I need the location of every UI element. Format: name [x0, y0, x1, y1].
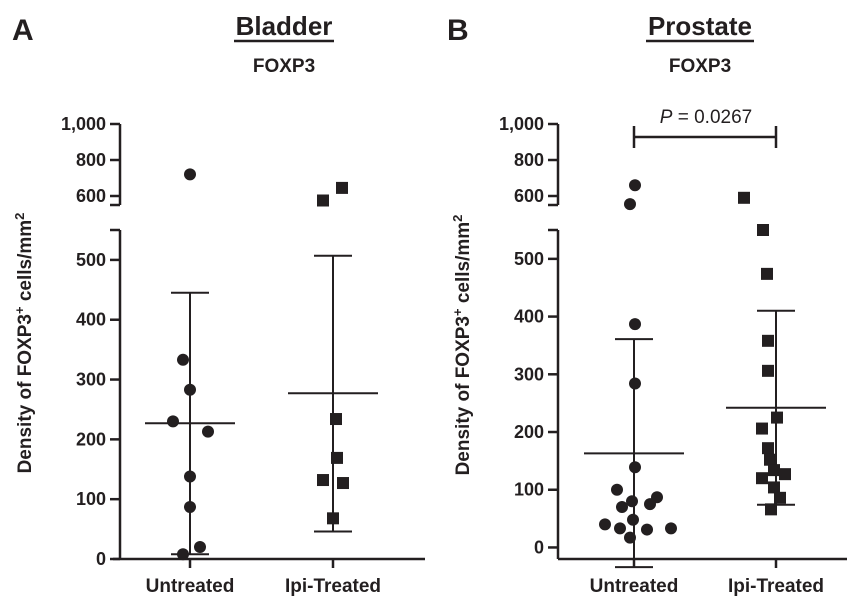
panel-b-data-point	[768, 464, 780, 477]
panel-b-data-point	[627, 513, 639, 526]
panel-b-data-point	[774, 491, 786, 504]
panel-a-x-tick-label: Untreated	[146, 576, 235, 597]
panel-a-data-point	[317, 194, 329, 207]
panel-b-data-point	[756, 472, 768, 485]
panel-b-y-tick-label: 300	[514, 364, 544, 384]
panel-a-y-tick-label: 800	[76, 150, 106, 170]
panel-a-y-axis-label: Density of FOXP3+ cells/mm2	[12, 213, 36, 474]
panel-b-data-point	[599, 518, 611, 531]
panel-b-data-point	[616, 501, 628, 514]
panel-a-data-point	[202, 425, 214, 438]
panel-a-y-tick-label: 0	[96, 549, 106, 569]
panel-a-y-tick-label: 500	[76, 250, 106, 270]
panel-b-x-tick-label: Ipi-Treated	[728, 576, 824, 597]
panel-a-plot: 0 100 200 300 400 500 600 800 1,000 Untreated Ipi-…	[61, 114, 425, 597]
panel-a-data-point	[330, 413, 342, 426]
panel-a-data-point	[177, 353, 189, 366]
panel-b-y-tick-label: 0	[534, 537, 544, 557]
panel-b-data-point	[738, 191, 750, 204]
panel-a-y-tick-label: 200	[76, 429, 106, 449]
panel-b-data-point	[762, 334, 774, 347]
panel-b-data-point	[764, 453, 776, 466]
panel-b-data-point	[629, 179, 641, 192]
panel-b-plot: 0 100 200 300 400 500 600 800 1,000 Untreated Ipi-…	[499, 114, 847, 597]
panel-a-y-tick-label: 600	[76, 186, 106, 206]
panel-b-letter: B	[447, 14, 469, 47]
panel-a-data-point	[184, 383, 196, 396]
panel-b-data-point	[624, 198, 636, 211]
panel-b-data-point	[611, 483, 623, 496]
significance-bracket: P = 0.0267	[632, 107, 778, 148]
panel-b-data-point	[756, 422, 768, 435]
panel-a-y-tick-label: 1,000	[61, 114, 106, 134]
panel-b-data-point	[629, 461, 641, 474]
panel-b-subtitle: FOXP3	[669, 56, 731, 77]
panel-a-data-point	[336, 181, 348, 194]
panel-a-letter: A	[12, 14, 34, 47]
panel-b-y-tick-label: 400	[514, 307, 544, 327]
panel-b-title: Prostate	[648, 11, 752, 41]
panel-b-data-point	[757, 224, 769, 236]
panel-b-y-tick-label: 100	[514, 480, 544, 500]
panel-b-data-point	[641, 523, 653, 536]
panel-b-data-point	[768, 481, 780, 494]
panel-b-y-tick-label: 600	[514, 186, 544, 206]
panel-b-data-point	[629, 377, 641, 390]
panel-b-y-axis-label: Density of FOXP3+ cells/mm2	[450, 215, 474, 476]
panel-b-data-point	[644, 498, 656, 511]
panel-b-data-point	[771, 411, 783, 424]
p-value-label: P = 0.0267	[660, 107, 752, 128]
panel-a-y-tick-label: 300	[76, 370, 106, 390]
panel-a-data-point	[167, 415, 179, 428]
panel-a-data-point	[327, 512, 339, 525]
panel-b-data-point	[614, 522, 626, 535]
panel-b-data-point	[624, 531, 636, 544]
panel-b-y-tick-label: 1,000	[499, 114, 544, 134]
panel-a-data-point	[317, 474, 329, 487]
panel-a-x-tick-label: Ipi-Treated	[285, 576, 381, 597]
panel-a-data-point	[184, 168, 196, 181]
panel-a-data-point	[337, 477, 349, 490]
panel-a-y-tick-label: 100	[76, 489, 106, 509]
panel-b-data-point	[779, 468, 791, 481]
panel-b-data-point	[626, 495, 638, 508]
panel-b-data-point	[762, 364, 774, 377]
panel-a-data-point	[194, 541, 206, 554]
panel-a-title: Bladder	[236, 11, 333, 41]
panel-b-data-point	[762, 442, 774, 455]
panel-b-data-point	[765, 503, 777, 516]
panel-a-subtitle: FOXP3	[253, 56, 315, 77]
panel-a-data-point	[184, 500, 196, 513]
panel-b-x-tick-label: Untreated	[590, 576, 679, 597]
panel-b-data-point	[761, 267, 773, 280]
panel-a-data-point	[331, 451, 343, 464]
panel-b-y-tick-label: 500	[514, 249, 544, 269]
panel-b-data-point	[665, 522, 677, 535]
panel-a-y-tick-label: 400	[76, 310, 106, 330]
panel-b-data-point	[629, 318, 641, 331]
panel-b-y-tick-label: 800	[514, 150, 544, 170]
panel-a-data-point	[177, 548, 189, 561]
panel-b-y-tick-label: 200	[514, 422, 544, 442]
panel-a-data-point	[184, 470, 196, 483]
